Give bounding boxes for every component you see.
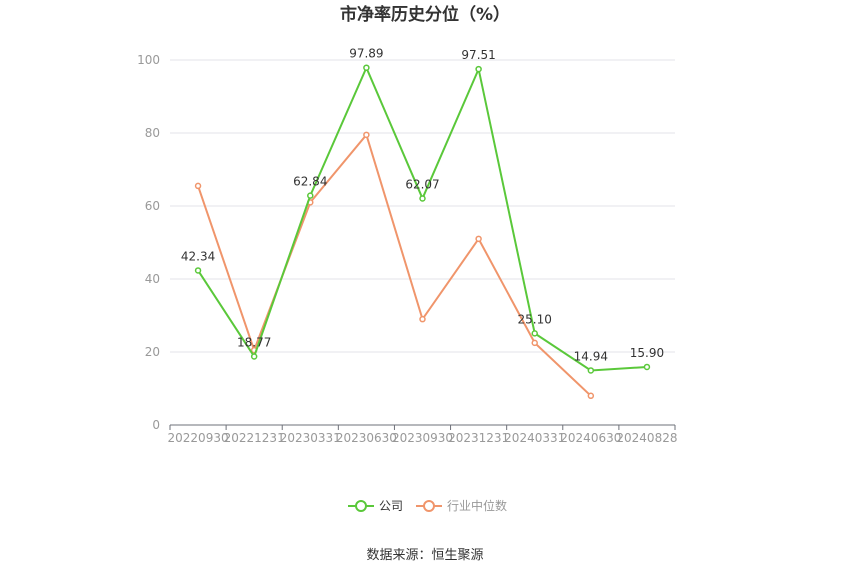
legend[interactable]: 公司 行业中位数	[348, 498, 507, 513]
series-point-1[interactable]	[587, 392, 595, 400]
series-point-1[interactable]	[475, 235, 482, 243]
y-tick-label: 100	[137, 53, 160, 67]
x-tick-label: 20240630	[560, 431, 621, 445]
series-point-0[interactable]	[587, 367, 595, 374]
data-label: 62.07	[405, 177, 439, 191]
series-point-1[interactable]	[194, 182, 202, 190]
x-axis: 2022093020221231202303312023063020230930…	[168, 424, 677, 445]
series-point-1[interactable]	[531, 339, 538, 347]
series-point-0[interactable]	[250, 353, 258, 360]
legend-item-0[interactable]: 公司	[348, 499, 403, 513]
data-label: 97.51	[461, 48, 495, 62]
legend-marker	[355, 500, 367, 512]
data-label: 97.89	[349, 47, 383, 61]
y-tick-label: 0	[152, 418, 160, 432]
data-labels: 42.34 18.77 62.84 97.89 62.07 97.51 25.10 14.94…	[181, 47, 664, 364]
x-tick-label: 20230930	[392, 431, 453, 445]
legend-label: 公司	[379, 499, 403, 513]
series-point-0[interactable]	[307, 192, 314, 199]
y-tick-label: 60	[145, 199, 160, 213]
legend-marker	[423, 500, 435, 512]
series-point-0[interactable]	[475, 65, 482, 73]
source-note: 数据来源：恒生聚源	[366, 548, 483, 563]
y-tick-label: 80	[145, 126, 160, 140]
series-line-0	[197, 65, 648, 372]
y-tick-label: 20	[145, 345, 160, 359]
series-point-0[interactable]	[194, 267, 202, 274]
series-point-1[interactable]	[363, 131, 370, 139]
series-layer	[194, 64, 651, 400]
series-point-0[interactable]	[363, 64, 370, 71]
x-tick-label: 20221231	[224, 431, 285, 445]
series-line-1	[197, 132, 592, 397]
legend-item-1[interactable]: 行业中位数	[416, 498, 507, 513]
data-label: 18.77	[237, 335, 271, 349]
series-point-0[interactable]	[419, 195, 426, 202]
series-point-0[interactable]	[531, 330, 538, 337]
data-label: 15.90	[630, 346, 664, 360]
x-tick-label: 20240828	[616, 431, 677, 445]
x-tick-label: 20231231	[448, 431, 509, 445]
grid-lines	[170, 59, 675, 353]
x-tick-label: 20230630	[336, 431, 397, 445]
x-tick-label: 20220930	[168, 431, 229, 445]
y-axis: 0 20 40 60 80 100	[137, 53, 160, 432]
x-tick-label: 20240331	[504, 431, 565, 445]
data-label: 42.34	[181, 249, 215, 263]
y-tick-label: 40	[145, 272, 160, 286]
series-point-1[interactable]	[419, 315, 426, 323]
chart-title: 市净率历史分位（%）	[340, 4, 510, 25]
x-tick-label: 20230331	[280, 431, 341, 445]
data-label: 25.10	[518, 312, 552, 326]
series-point-0[interactable]	[643, 363, 651, 371]
data-label: 62.84	[293, 175, 327, 189]
data-label: 14.94	[574, 349, 608, 363]
legend-label: 行业中位数	[447, 498, 507, 513]
